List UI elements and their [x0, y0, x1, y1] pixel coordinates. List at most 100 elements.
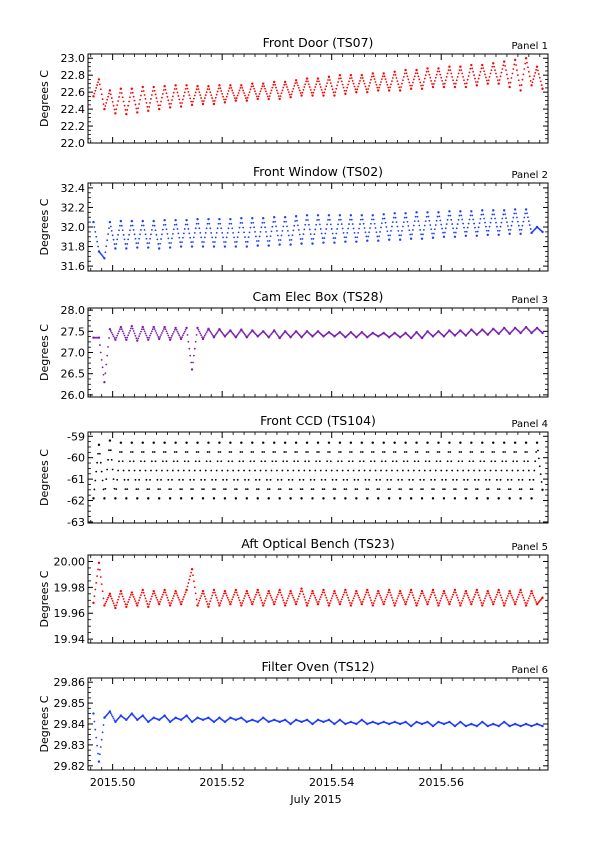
data-point-interp [408, 229, 411, 232]
data-point [393, 720, 396, 724]
data-point-interp [380, 226, 382, 229]
data-point-interp [487, 79, 490, 82]
data-point-interp [352, 82, 355, 85]
data-point-interp [135, 107, 138, 110]
data-point-interp [151, 224, 154, 227]
data-point [272, 216, 276, 219]
data-point-interp [195, 598, 198, 601]
data-point-interp [436, 70, 439, 73]
data-point-interp [462, 222, 465, 225]
data-point-interp [390, 478, 392, 481]
data-point-interp [101, 590, 104, 593]
data-point-interp [476, 488, 479, 490]
data-point-interp [516, 469, 519, 472]
data-point-interp [93, 595, 96, 598]
data-point-interp [351, 79, 354, 82]
data-point-interp [203, 336, 205, 339]
data-point [97, 336, 101, 339]
data-point-interp [376, 86, 379, 89]
data-point [141, 441, 144, 444]
data-point-interp [243, 231, 245, 234]
data-point-interp [446, 460, 449, 463]
data-point-interp [128, 469, 130, 472]
data-point [141, 85, 144, 89]
data-point-interp [96, 240, 99, 243]
data-point [535, 326, 539, 330]
data-point-interp [411, 488, 413, 490]
y-tick-label: 27.0 [61, 347, 86, 360]
y-tick-label: -63 [67, 516, 85, 529]
data-point-interp [391, 596, 393, 599]
data-point-interp [154, 229, 157, 232]
data-point-interp [362, 598, 365, 601]
data-point-interp [378, 86, 381, 89]
data-point-interp [161, 92, 164, 95]
data-point-interp [301, 488, 304, 490]
data-point-interp [307, 219, 309, 221]
data-point-interp [167, 599, 170, 602]
data-point [327, 441, 331, 444]
data-point-interp [510, 594, 513, 597]
data-point-interp [178, 598, 181, 601]
data-point [147, 246, 150, 249]
data-point [125, 247, 128, 250]
data-point-interp [414, 215, 417, 218]
data-point-interp [104, 105, 107, 107]
data-point-interp [324, 88, 327, 91]
data-point [459, 441, 462, 444]
data-point-interp [490, 460, 493, 463]
data-point [179, 337, 183, 341]
data-point-interp [116, 601, 119, 604]
data-point-interp [380, 460, 383, 463]
data-point-interp [296, 219, 298, 222]
data-point-interp [385, 226, 388, 228]
data-point-interp [212, 241, 214, 243]
data-point-interp [413, 460, 416, 463]
data-point-interp [409, 488, 412, 490]
data-point [492, 722, 495, 726]
data-point-interp [457, 460, 460, 463]
data-point-interp [164, 591, 167, 594]
data-point-interp [177, 95, 180, 97]
data-point-interp [529, 79, 532, 82]
data-point [185, 218, 188, 222]
data-point-interp [224, 241, 227, 243]
data-point-interp [219, 87, 222, 90]
data-point-interp [132, 460, 135, 463]
data-point-interp [282, 460, 285, 463]
data-point-interp [150, 469, 152, 472]
data-point-interp [281, 230, 284, 232]
data-point-interp [428, 73, 431, 76]
x-tick-labels: 2015.50 2015.52 2015.54 2015.56 [90, 776, 464, 789]
data-point-interp [149, 478, 151, 481]
data-point-interp [219, 222, 222, 225]
data-point [92, 712, 95, 715]
data-point [196, 441, 199, 444]
data-point-interp [109, 225, 112, 228]
data-point-interp [100, 583, 103, 586]
data-point-interp [208, 603, 211, 605]
data-point-interp [299, 488, 302, 490]
data-point [168, 604, 172, 607]
data-point-interp [348, 599, 350, 602]
data-point-interp [516, 220, 519, 223]
data-point-interp [471, 451, 474, 453]
data-point-interp [378, 235, 381, 238]
data-point-interp [524, 601, 527, 604]
data-point-interp [133, 233, 136, 236]
data-point-interp [482, 602, 485, 604]
data-point [453, 588, 457, 592]
data-point-interp [214, 236, 217, 239]
data-point-interp [422, 229, 425, 231]
data-point-interp [230, 222, 233, 225]
data-point-interp [226, 469, 229, 472]
data-point-interp [107, 458, 109, 461]
data-point-interp [282, 225, 285, 228]
data-point-interp [496, 591, 499, 594]
data-point-interp [265, 469, 267, 472]
data-point-interp [286, 225, 288, 228]
data-point-interp [93, 488, 96, 491]
data-point [125, 112, 128, 116]
